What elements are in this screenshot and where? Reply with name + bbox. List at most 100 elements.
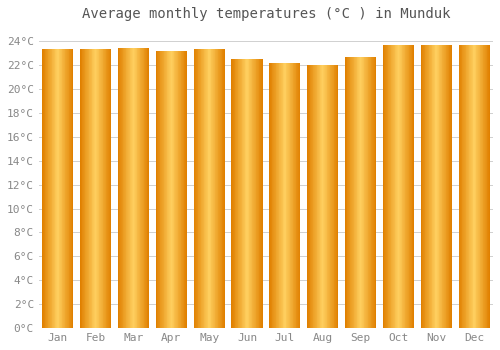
Bar <box>290 63 291 328</box>
Bar <box>367 57 368 328</box>
Bar <box>299 63 300 328</box>
Bar <box>384 44 385 328</box>
Bar <box>159 51 160 328</box>
Bar <box>280 63 281 328</box>
Bar <box>183 51 184 328</box>
Bar <box>143 48 144 328</box>
Bar <box>52 49 53 328</box>
Bar <box>243 59 244 328</box>
Bar <box>477 44 478 328</box>
Bar <box>120 48 121 328</box>
Bar <box>431 44 432 328</box>
Bar <box>433 44 434 328</box>
Bar <box>438 44 440 328</box>
Bar <box>260 59 261 328</box>
Bar <box>101 49 102 328</box>
Bar <box>423 44 424 328</box>
Bar <box>145 48 146 328</box>
Bar <box>284 63 285 328</box>
Bar <box>421 44 422 328</box>
Bar <box>208 49 209 328</box>
Bar <box>348 57 349 328</box>
Bar <box>365 57 366 328</box>
Bar <box>196 49 198 328</box>
Bar <box>63 49 64 328</box>
Bar <box>180 51 182 328</box>
Bar <box>48 49 49 328</box>
Bar <box>142 48 143 328</box>
Bar <box>109 49 110 328</box>
Bar <box>485 44 486 328</box>
Bar <box>233 59 234 328</box>
Bar <box>88 49 90 328</box>
Bar <box>126 48 127 328</box>
Bar <box>144 48 145 328</box>
Bar <box>270 63 271 328</box>
Bar <box>213 49 214 328</box>
Bar <box>427 44 428 328</box>
Bar <box>202 49 203 328</box>
Bar <box>441 44 442 328</box>
Bar <box>132 48 134 328</box>
Bar <box>254 59 255 328</box>
Bar <box>221 49 222 328</box>
Bar <box>422 44 423 328</box>
Bar <box>411 44 412 328</box>
Bar <box>387 44 388 328</box>
Bar <box>444 44 445 328</box>
Bar <box>72 49 74 328</box>
Bar <box>242 59 243 328</box>
Bar <box>482 44 484 328</box>
Bar <box>451 44 452 328</box>
Bar <box>403 44 404 328</box>
Bar <box>445 44 446 328</box>
Bar <box>107 49 108 328</box>
Bar <box>458 44 460 328</box>
Bar <box>322 65 324 328</box>
Bar <box>428 44 430 328</box>
Bar <box>354 57 355 328</box>
Bar <box>321 65 322 328</box>
Bar <box>294 63 295 328</box>
Bar <box>97 49 98 328</box>
Bar <box>209 49 210 328</box>
Bar <box>359 57 360 328</box>
Bar <box>312 65 314 328</box>
Bar <box>488 44 489 328</box>
Bar <box>46 49 47 328</box>
Bar <box>258 59 260 328</box>
Bar <box>43 49 44 328</box>
Bar <box>440 44 441 328</box>
Bar <box>330 65 331 328</box>
Bar <box>466 44 467 328</box>
Bar <box>291 63 292 328</box>
Bar <box>478 44 479 328</box>
Bar <box>398 44 399 328</box>
Bar <box>94 49 95 328</box>
Bar <box>80 49 81 328</box>
Bar <box>83 49 84 328</box>
Bar <box>166 51 168 328</box>
Bar <box>319 65 320 328</box>
Bar <box>272 63 273 328</box>
Bar <box>182 51 183 328</box>
Bar <box>87 49 88 328</box>
Bar <box>186 51 187 328</box>
Bar <box>42 49 43 328</box>
Bar <box>314 65 315 328</box>
Bar <box>308 65 310 328</box>
Bar <box>480 44 481 328</box>
Bar <box>62 49 63 328</box>
Bar <box>42 49 43 328</box>
Bar <box>98 49 100 328</box>
Bar <box>198 49 199 328</box>
Bar <box>373 57 374 328</box>
Bar <box>273 63 274 328</box>
Bar <box>250 59 251 328</box>
Bar <box>392 44 393 328</box>
Bar <box>329 65 330 328</box>
Bar <box>472 44 474 328</box>
Bar <box>447 44 448 328</box>
Bar <box>390 44 392 328</box>
Bar <box>104 49 105 328</box>
